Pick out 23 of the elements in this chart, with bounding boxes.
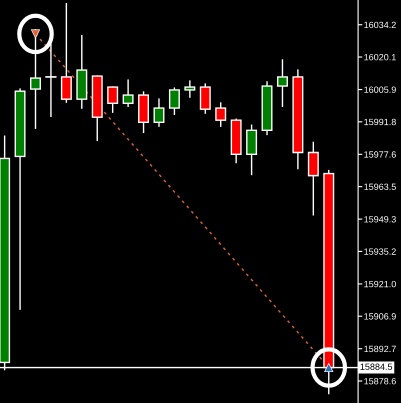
y-tick-label: 16005.9 (364, 86, 396, 93)
candlestick (107, 86, 118, 113)
y-tick-label: 15949.3 (364, 216, 396, 222)
y-tick-label: 15892.7 (364, 346, 396, 352)
y-tick-label: 15963.5 (364, 184, 396, 190)
y-tick-label: 15906.9 (364, 313, 396, 320)
y-tick-label: 16034.2 (364, 22, 396, 28)
y-tick-label: 15935.2 (364, 248, 396, 255)
candlestick (184, 80, 196, 98)
candlestick (168, 87, 180, 115)
candlestick (276, 59, 288, 107)
y-tick-label: 15991.8 (364, 118, 396, 126)
candlestick (308, 142, 319, 216)
candlestick (154, 98, 164, 127)
ref-line-label: 15884.5 (360, 364, 392, 370)
candlestick (122, 79, 134, 107)
candlestick (200, 83, 211, 114)
y-tick-label: 15977.6 (364, 151, 396, 158)
y-tick-label: 15921.0 (364, 280, 396, 288)
y-tick-label: 16020.1 (364, 54, 396, 60)
candlestick (215, 102, 226, 127)
candlestick (60, 2, 72, 103)
y-tick-label: 15878.6 (364, 378, 396, 384)
